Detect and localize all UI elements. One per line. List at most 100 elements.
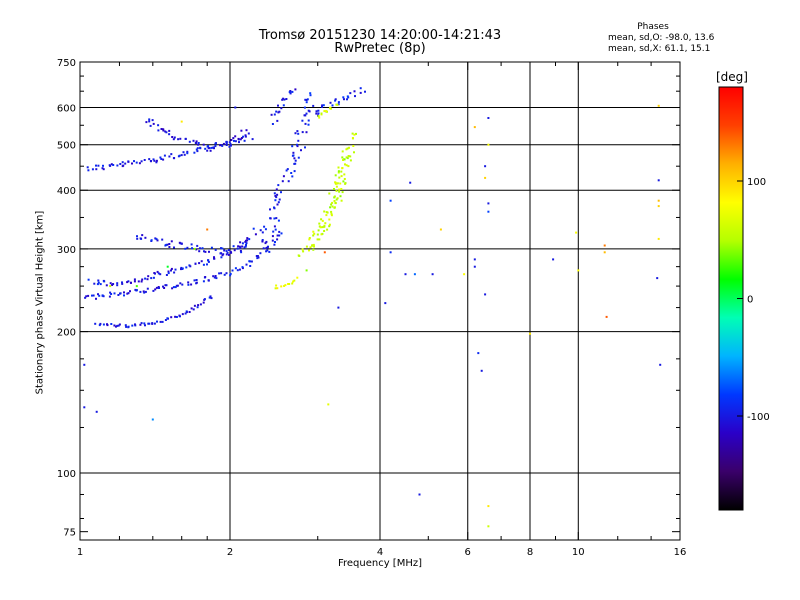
echo-point: [308, 110, 311, 113]
echo-point: [273, 206, 275, 209]
echo-point: [277, 184, 280, 187]
echo-point: [97, 281, 100, 284]
echo-point: [277, 201, 280, 204]
echo-point: [307, 119, 310, 122]
echo-point: [303, 106, 306, 109]
echo-point: [206, 228, 209, 231]
echo-point: [175, 316, 178, 318]
echo-point: [174, 286, 177, 289]
echo-point: [119, 163, 122, 165]
echo-point: [165, 131, 168, 134]
echo-point: [149, 124, 152, 127]
y-tick-label: 75: [63, 528, 76, 539]
echo-point: [201, 247, 204, 250]
echo-point: [214, 248, 217, 251]
echo-point: [140, 280, 143, 283]
echo-point: [261, 240, 264, 243]
echo-point: [317, 229, 320, 232]
echo-point: [112, 283, 115, 285]
echo-point: [312, 104, 315, 107]
echo-point: [303, 114, 306, 117]
echo-point: [344, 182, 347, 185]
echo-point: [229, 143, 232, 146]
echo-point: [87, 294, 90, 297]
echo-point: [275, 188, 278, 191]
echo-point: [266, 246, 269, 249]
echo-point: [180, 266, 183, 269]
echo-point: [349, 155, 352, 158]
echo-point: [657, 205, 660, 208]
echo-point: [263, 225, 266, 228]
echo-point: [300, 149, 302, 152]
echo-point: [240, 251, 243, 254]
echo-point: [271, 239, 274, 242]
echo-point: [181, 267, 184, 270]
echo-point: [218, 272, 221, 275]
echo-point: [286, 168, 289, 171]
echo-point: [225, 142, 228, 145]
echo-point: [117, 294, 120, 296]
echo-point: [276, 193, 279, 196]
echo-point: [296, 143, 298, 146]
echo-point: [127, 160, 130, 163]
echo-point: [184, 247, 187, 250]
y-tick-label: 500: [57, 141, 76, 152]
echo-point: [227, 249, 230, 251]
echo-point: [126, 292, 129, 295]
echo-point: [155, 286, 158, 289]
echo-point: [276, 287, 279, 290]
echo-point: [193, 304, 196, 307]
echo-point: [301, 131, 304, 134]
echo-point: [255, 255, 258, 257]
echo-point: [208, 250, 210, 253]
echo-point: [154, 237, 157, 240]
echo-point: [208, 296, 211, 299]
echo-point: [225, 272, 228, 275]
echo-point: [352, 145, 355, 147]
echo-point: [293, 279, 296, 282]
echo-point: [333, 188, 335, 190]
echo-point: [195, 281, 198, 284]
echo-point: [277, 219, 280, 222]
echo-point: [265, 250, 268, 253]
echo-point: [170, 267, 173, 270]
echo-point: [280, 232, 283, 235]
echo-point: [341, 150, 344, 153]
echo-point: [101, 167, 104, 170]
echo-point: [210, 246, 213, 249]
echo-point: [180, 154, 183, 157]
echo-point: [115, 325, 117, 328]
echo-point: [178, 241, 181, 244]
echo-point: [221, 247, 224, 250]
echo-point: [439, 228, 442, 231]
echo-point: [183, 153, 186, 156]
echo-point: [272, 230, 275, 233]
echo-point: [274, 199, 277, 202]
echo-point: [228, 253, 230, 256]
echo-point: [323, 230, 326, 232]
echo-point: [605, 315, 608, 318]
echo-point: [188, 311, 191, 313]
echo-point: [328, 225, 331, 228]
echo-point: [328, 223, 331, 226]
echo-point: [234, 267, 237, 270]
echo-point: [246, 239, 249, 242]
echo-point: [297, 156, 300, 159]
echo-point: [190, 243, 193, 246]
echo-point: [291, 154, 294, 157]
echo-point: [338, 190, 341, 193]
echo-point: [352, 137, 354, 140]
echo-point: [308, 249, 310, 252]
echo-point: [197, 142, 200, 144]
echo-point: [99, 322, 102, 325]
echo-point: [280, 285, 283, 288]
echo-point: [140, 160, 143, 163]
echo-point: [189, 265, 192, 268]
echo-point: [287, 180, 290, 183]
echo-point: [250, 260, 253, 263]
y-tick-label: 300: [57, 245, 76, 256]
echo-point: [575, 231, 578, 234]
echo-point: [304, 98, 307, 101]
echo-point: [271, 123, 274, 125]
